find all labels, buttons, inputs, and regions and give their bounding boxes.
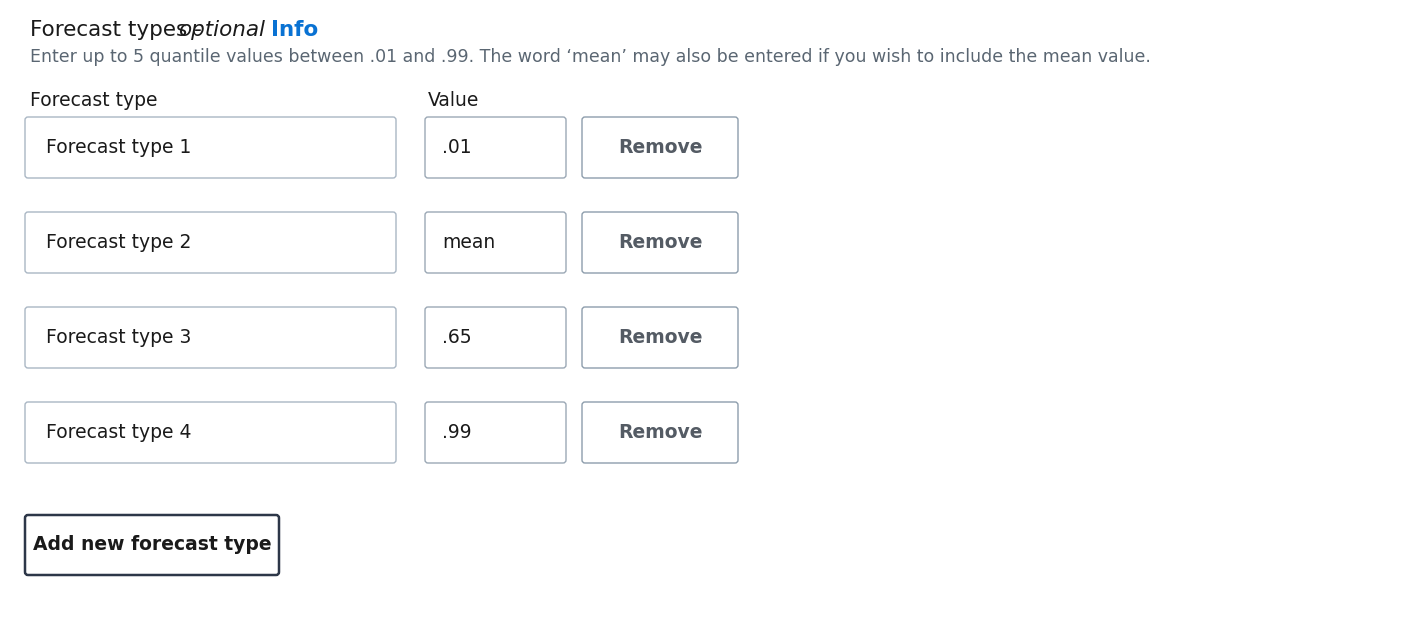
FancyBboxPatch shape [26, 212, 396, 273]
Text: Remove: Remove [617, 138, 702, 157]
FancyBboxPatch shape [425, 402, 566, 463]
Text: optional: optional [178, 20, 265, 40]
Text: Forecast type: Forecast type [30, 91, 157, 109]
Text: .65: .65 [442, 328, 472, 347]
Text: Forecast types -: Forecast types - [30, 20, 208, 40]
Text: .99: .99 [442, 423, 472, 442]
FancyBboxPatch shape [582, 212, 739, 273]
FancyBboxPatch shape [425, 117, 566, 178]
Text: Forecast type 2: Forecast type 2 [46, 233, 191, 252]
FancyBboxPatch shape [26, 402, 396, 463]
Text: Remove: Remove [617, 423, 702, 442]
Text: Forecast type 4: Forecast type 4 [46, 423, 191, 442]
Text: Enter up to 5 quantile values between .01 and .99. The word ‘mean’ may also be e: Enter up to 5 quantile values between .0… [30, 48, 1151, 66]
Text: Info: Info [257, 20, 318, 40]
Text: Add new forecast type: Add new forecast type [33, 535, 271, 554]
FancyBboxPatch shape [425, 212, 566, 273]
Text: Forecast type 3: Forecast type 3 [46, 328, 191, 347]
Text: mean: mean [442, 233, 495, 252]
Text: .01: .01 [442, 138, 472, 157]
FancyBboxPatch shape [26, 117, 396, 178]
FancyBboxPatch shape [582, 402, 739, 463]
Text: Value: Value [428, 91, 479, 109]
Text: Remove: Remove [617, 233, 702, 252]
FancyBboxPatch shape [582, 117, 739, 178]
Text: Remove: Remove [617, 328, 702, 347]
Text: Forecast type 1: Forecast type 1 [46, 138, 191, 157]
FancyBboxPatch shape [582, 307, 739, 368]
FancyBboxPatch shape [425, 307, 566, 368]
FancyBboxPatch shape [26, 515, 279, 575]
FancyBboxPatch shape [26, 307, 396, 368]
